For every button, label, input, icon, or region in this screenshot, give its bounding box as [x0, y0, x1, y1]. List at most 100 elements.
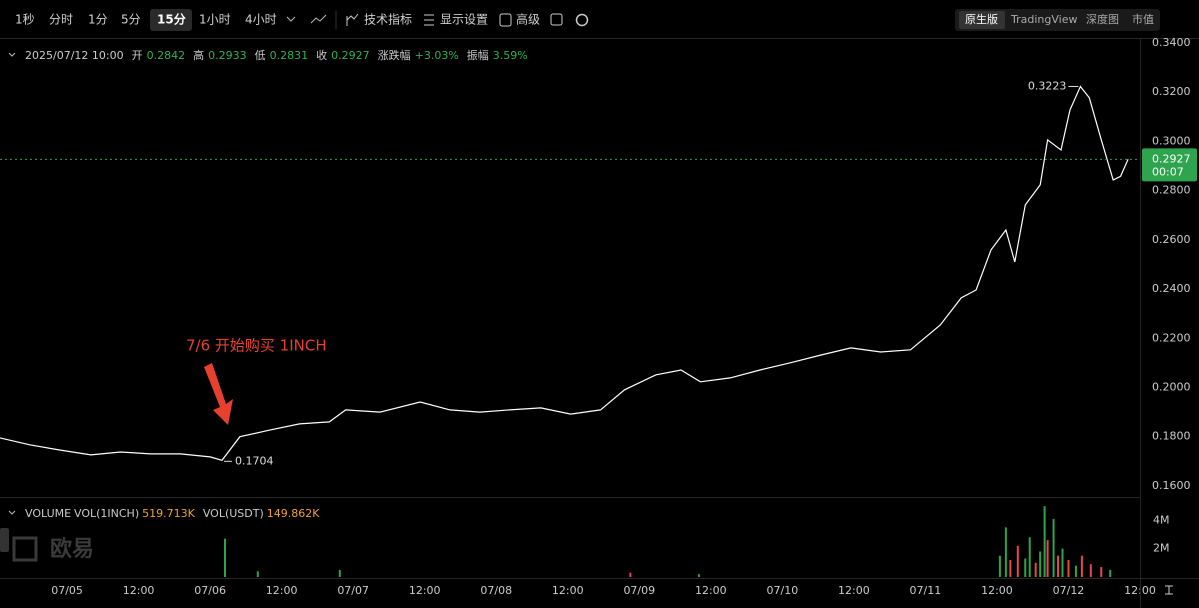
- info-value: 3.59%: [493, 49, 528, 62]
- info-label: 开: [132, 49, 143, 62]
- y-tick-label: 0.2000: [1152, 380, 1191, 393]
- interval-button[interactable]: 1小时: [199, 13, 231, 27]
- volume-bar: [998, 555, 1001, 577]
- volume-label: VOL(USDT): [203, 507, 264, 520]
- volume-bar: [1067, 559, 1070, 577]
- x-tick-label: 07/05: [51, 584, 83, 597]
- info-label: 低: [255, 49, 266, 62]
- x-tick-label: 07/12: [1053, 584, 1085, 597]
- tool-button[interactable]: 高级: [516, 12, 540, 27]
- tool-button[interactable]: 技术指标: [364, 12, 412, 27]
- low-label: 0.1704: [235, 454, 274, 467]
- collapse-icon[interactable]: [8, 52, 16, 57]
- line-icon[interactable]: [310, 14, 327, 24]
- settings-icon[interactable]: [424, 14, 434, 26]
- x-tick-label: 07/08: [480, 584, 512, 597]
- volume-bar: [338, 569, 341, 577]
- y-tick-label: 0.2400: [1152, 282, 1191, 295]
- last-price-countdown: 00:07: [1152, 165, 1184, 178]
- volume-bar: [1057, 555, 1060, 577]
- x-tick-label: 07/10: [767, 584, 799, 597]
- x-tick-label: 12:00: [838, 584, 870, 597]
- volume-title: VOLUME: [25, 507, 71, 520]
- volume-bar: [1039, 551, 1042, 577]
- info-value: 0.2927: [331, 49, 370, 62]
- volume-tick-label: 4M: [1153, 513, 1170, 526]
- volume-bar: [1043, 506, 1046, 577]
- volume-bar: [697, 574, 700, 577]
- y-tick-label: 0.1800: [1152, 430, 1191, 443]
- interval-button[interactable]: 1分: [88, 13, 108, 27]
- x-tick-label: 12:00: [981, 584, 1013, 597]
- y-tick-label: 0.2200: [1152, 331, 1191, 344]
- interval-button[interactable]: 1秒: [15, 13, 35, 27]
- volume-bar: [1028, 537, 1031, 577]
- volume-bar: [1080, 555, 1083, 577]
- x-tick-label: 12:00: [552, 584, 584, 597]
- annotation-arrow: [204, 363, 233, 425]
- volume-value: 519.713K: [142, 507, 195, 520]
- volume-bar: [1109, 569, 1112, 577]
- x-tick-label: 12:00: [123, 584, 155, 597]
- axis-reset-icon[interactable]: [1165, 585, 1173, 595]
- x-tick-label: 12:00: [266, 584, 298, 597]
- x-tick-label: 07/07: [337, 584, 369, 597]
- info-value: 0.2842: [147, 49, 186, 62]
- last-price-tag: [1142, 148, 1197, 182]
- volume-bar: [1074, 565, 1077, 577]
- x-tick-label: 12:00: [409, 584, 441, 597]
- info-label: 振幅: [467, 48, 489, 62]
- view-tab[interactable]: 市值: [1132, 12, 1154, 26]
- watermark-logo: [12, 536, 38, 562]
- volume-bar: [1016, 545, 1019, 577]
- advanced-icon[interactable]: [499, 13, 512, 27]
- y-tick-label: 0.2600: [1152, 233, 1191, 246]
- y-tick-label: 0.3000: [1152, 134, 1191, 147]
- y-tick-label: 0.1600: [1152, 479, 1191, 492]
- x-tick-label: 12:00: [695, 584, 727, 597]
- volume-bar: [629, 572, 632, 577]
- annotation: 7/6 开始购买 1INCH: [186, 337, 327, 355]
- interval-button[interactable]: 4小时: [245, 13, 277, 27]
- x-tick-label: 07/06: [194, 584, 226, 597]
- tool-button[interactable]: 显示设置: [440, 13, 488, 27]
- x-tick-label: 07/11: [910, 584, 942, 597]
- volume-bar: [256, 571, 259, 577]
- indicator-icon[interactable]: [346, 13, 359, 26]
- side-tab[interactable]: [0, 528, 9, 552]
- volume-tick-label: 2M: [1153, 542, 1170, 555]
- y-tick-label: 0.3200: [1152, 85, 1191, 98]
- info-value: 0.2831: [270, 49, 309, 62]
- volume-bar: [1089, 564, 1092, 577]
- gear-icon[interactable]: [575, 13, 589, 27]
- y-tick-label: 0.3400: [1152, 36, 1191, 49]
- info-datetime: 2025/07/12 10:00: [25, 49, 124, 62]
- volume-bar: [1100, 567, 1103, 577]
- collapse-icon[interactable]: [8, 510, 16, 515]
- snapshot-icon[interactable]: [550, 13, 563, 26]
- volume-bar: [224, 538, 227, 577]
- info-label: 涨跌幅: [378, 48, 411, 62]
- view-tab[interactable]: 深度图: [1086, 12, 1119, 26]
- watermark: 欧易: [50, 536, 94, 562]
- high-label: 0.3223: [1028, 79, 1067, 92]
- interval-button[interactable]: 分时: [49, 13, 73, 27]
- view-tab[interactable]: TradingView: [1010, 13, 1077, 26]
- interval-active: [150, 9, 192, 31]
- interval-button[interactable]: 15分: [157, 12, 186, 27]
- view-switch: [955, 9, 1160, 31]
- volume-bar: [1024, 558, 1027, 577]
- volume-value: 149.862K: [267, 507, 320, 520]
- y-tick-label: 0.2800: [1152, 184, 1191, 197]
- view-tab[interactable]: 原生版: [965, 12, 998, 26]
- interval-button[interactable]: 5分: [121, 13, 141, 27]
- volume-bar: [1061, 548, 1064, 577]
- info-value: +3.03%: [415, 49, 459, 62]
- volume-bar: [1052, 518, 1055, 577]
- volume-label: VOL(1INCH): [74, 507, 139, 520]
- chevron-icon[interactable]: [286, 16, 296, 22]
- price-line: [0, 85, 1129, 461]
